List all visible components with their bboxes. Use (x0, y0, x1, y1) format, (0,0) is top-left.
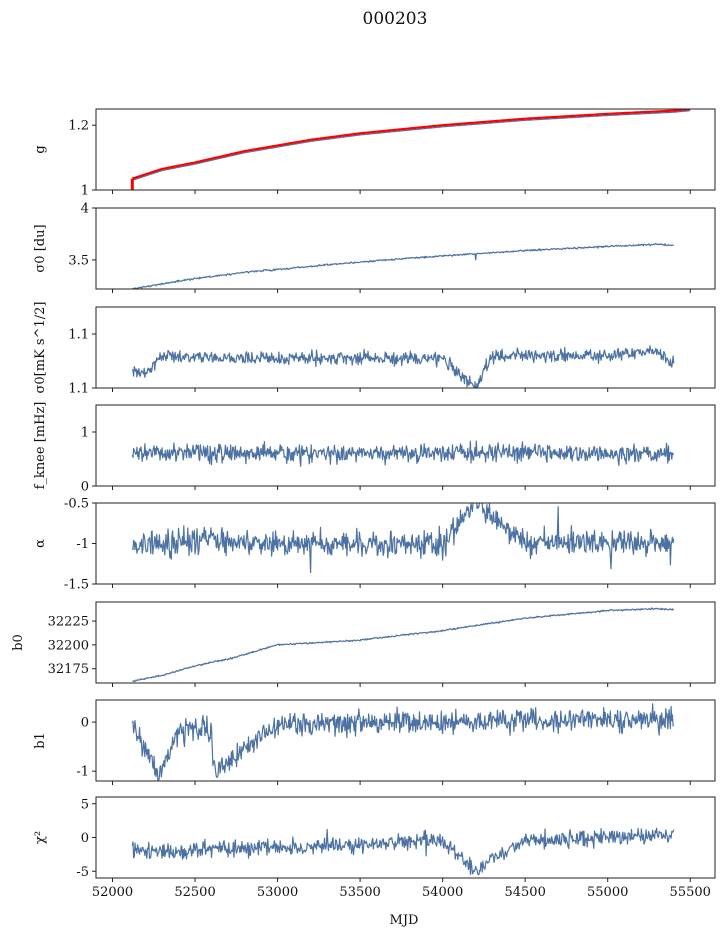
ytick-label-b0-2: 32225 (48, 615, 89, 630)
panel-frame-sigma0-mk (95, 306, 716, 389)
xtick-label-0: 52000 (92, 885, 133, 900)
ytick-label-alpha-0: -1.5 (64, 578, 89, 593)
panel-alpha: -1.5 -1 -0.5 α (33, 497, 716, 593)
x-axis-label: MJD (390, 913, 419, 928)
ytick-label-b1-1: 0 (81, 716, 89, 731)
panel-b1: -1 0 b1 (33, 699, 716, 785)
ytick-label-b0-0: 32175 (48, 662, 89, 677)
ytick-label-chi2-2: 5 (81, 797, 89, 812)
ytick-label-sigma0-du-1: 4 (81, 202, 89, 217)
ylabel-b0: b0 (11, 634, 26, 651)
ylabel-chi2: χ² (33, 831, 48, 844)
series-sigma0-du-0 (131, 243, 675, 289)
xtick-label-6: 55000 (587, 885, 628, 900)
series-sigma0-mk-0 (131, 345, 675, 388)
panel-frame-fknee (95, 404, 716, 487)
xtick-label-3: 53500 (339, 885, 380, 900)
panel-sigma0-du: 3.5 4 σ0 [du] (33, 202, 716, 293)
series-alpha-0 (131, 503, 675, 574)
panel-fknee: 0 1 f_knee [mHz] (33, 402, 716, 495)
panel-b0: 32175 32200 32225 b0 (11, 601, 716, 687)
ylabel-fknee: f_knee [mHz] (33, 402, 48, 490)
series-g-0 (132, 110, 691, 181)
panel-frame-b1 (95, 699, 716, 782)
ylabel-sigma0-du: σ0 [du] (33, 224, 48, 272)
xtick-label-7: 55500 (670, 885, 711, 900)
figure-title: 000203 (363, 9, 428, 29)
series-b0-0 (132, 607, 675, 683)
panel-frame-sigma0-du (95, 207, 716, 290)
ytick-label-sigma0-mk-0: 1.1 (68, 382, 89, 397)
ytick-label-sigma0-du-0: 3.5 (68, 253, 89, 268)
ytick-label-sigma0-mk-1: 1.1 (68, 328, 89, 343)
ytick-label-alpha-1: -1 (76, 537, 89, 552)
ytick-label-chi2-1: 0 (81, 831, 89, 846)
series-b1-0 (131, 703, 674, 781)
ytick-label-b1-0: -1 (76, 765, 89, 780)
panel-frame-g (95, 108, 716, 191)
xtick-label-2: 53000 (257, 885, 298, 900)
series-chi2-0 (131, 827, 675, 876)
ylabel-b1: b1 (33, 732, 48, 749)
ytick-label-g-0: 1 (81, 184, 89, 199)
ytick-label-fknee-1: 1 (81, 426, 89, 441)
panel-chi2: -5 0 5 52000 52500 53000 53500 54000 54500 55000 5… (33, 796, 716, 900)
panel-frame-b0 (95, 601, 716, 684)
panels: 1 1.2 g 3.5 4 σ0 [du] 1.1 1.1 σ0[mK s^1/2] 0 1 f_kn… (11, 108, 716, 900)
xtick-label-5: 54500 (504, 885, 545, 900)
ytick-label-g-1: 1.2 (68, 119, 89, 134)
series-fknee-0 (131, 440, 675, 467)
series-g-1 (131, 109, 691, 180)
xtick-label-4: 54000 (422, 885, 463, 900)
ytick-label-b0-1: 32200 (48, 638, 89, 653)
ylabel-g: g (33, 145, 48, 153)
ytick-label-fknee-0: 0 (81, 480, 89, 495)
panel-g: 1 1.2 g (33, 108, 716, 199)
ytick-label-chi2-0: -5 (76, 865, 89, 880)
ylabel-sigma0-mk: σ0[mK s^1/2] (33, 302, 48, 394)
xtick-label-1: 52500 (174, 885, 215, 900)
panel-sigma0-mk: 1.1 1.1 σ0[mK s^1/2] (33, 302, 716, 397)
ytick-label-alpha-2: -0.5 (64, 497, 89, 512)
ylabel-alpha: α (33, 539, 48, 548)
